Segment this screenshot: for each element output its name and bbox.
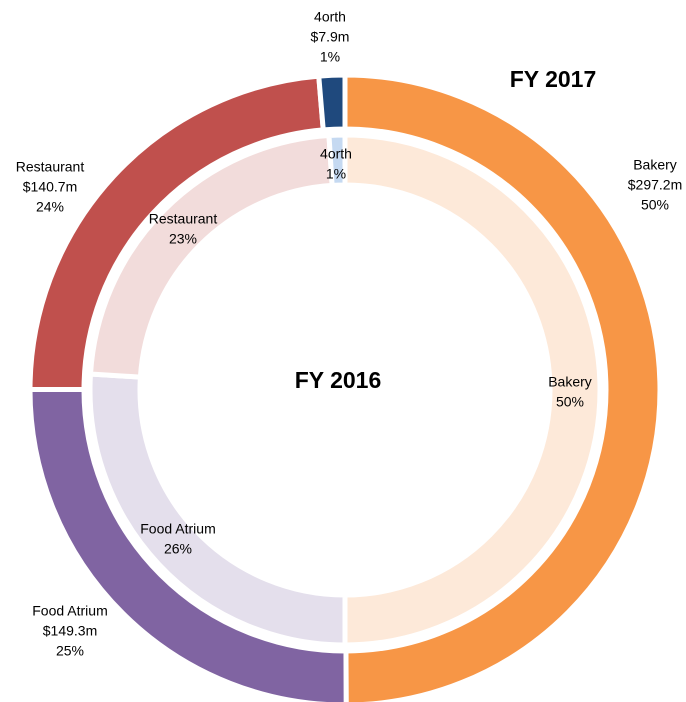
value-label: 26%: [164, 541, 192, 557]
value-label: $297.2m: [628, 177, 682, 193]
outer-ring-name: FY 2017: [510, 66, 597, 92]
segment-label: 4orth: [314, 9, 346, 25]
value-label: 23%: [169, 231, 197, 247]
donut-segment: [326, 132, 348, 189]
value-label: $149.3m: [43, 623, 97, 639]
segment-label: 4orth: [320, 146, 352, 162]
percent-label: 25%: [56, 643, 84, 659]
segment-label: Restaurant: [149, 211, 218, 227]
segment-label: Food Atrium: [32, 603, 107, 619]
value-label: $7.9m: [311, 29, 350, 45]
segment-label: Restaurant: [16, 159, 85, 175]
segment-label: Bakery: [548, 374, 592, 390]
value-label: $140.7m: [23, 179, 77, 195]
percent-label: 1%: [320, 49, 340, 65]
percent-label: 50%: [641, 197, 669, 213]
segment-label: Bakery: [633, 157, 677, 173]
inner-ring-name: FY 2016: [295, 367, 382, 393]
donut-segment: [342, 72, 663, 702]
value-label: 1%: [326, 166, 346, 182]
percent-label: 24%: [36, 199, 64, 215]
donut-segment: [316, 72, 348, 133]
donut-segment: [342, 132, 603, 648]
segment-label: Food Atrium: [140, 521, 215, 537]
value-label: 50%: [556, 394, 584, 410]
